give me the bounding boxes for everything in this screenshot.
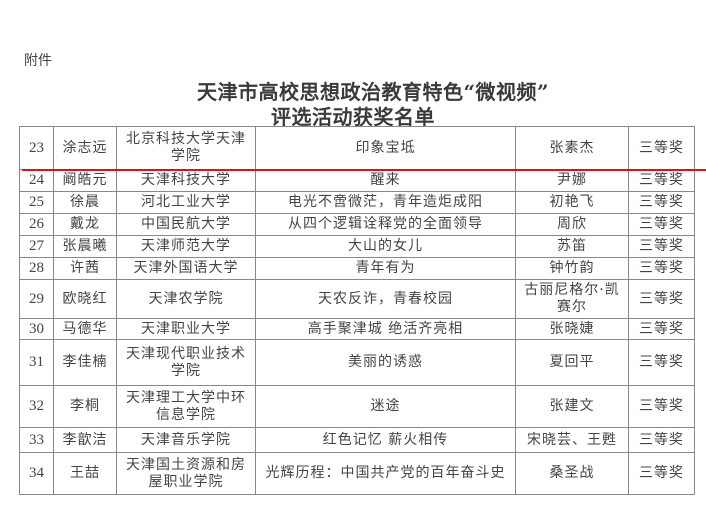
cell-school: 天津音乐学院: [116, 427, 256, 453]
cell-school: 天津外国语大学: [116, 257, 256, 280]
cell-advisor: 周欣: [515, 213, 629, 236]
table-row: 34 王喆 天津国土资源和房屋职业学院 光辉历程：中国共产党的百年奋斗史 桑圣战 三等奖: [19, 452, 695, 495]
cell-award: 三等奖: [628, 213, 695, 236]
cell-work: 醒来: [255, 169, 516, 192]
cell-no: 26: [19, 213, 54, 236]
cell-no: 29: [19, 279, 54, 319]
cell-advisor: 初艳飞: [515, 191, 629, 214]
cell-work: 迷途: [255, 385, 516, 428]
cell-author: 欧晓红: [53, 279, 117, 319]
cell-work: 大山的女儿: [255, 235, 516, 258]
cell-work: 光辉历程：中国共产党的百年奋斗史: [255, 452, 516, 495]
cell-advisor: 尹娜: [515, 169, 629, 192]
awards-table: 23 涂志远 北京科技大学天津学院 印象宝坻 张素杰 三等奖 24 阚皓元 天津科技大学 醒来 尹娜…: [19, 126, 695, 495]
cell-school: 天津师范大学: [116, 235, 256, 258]
cell-author: 许茜: [53, 257, 117, 280]
cell-work: 电光不啻微茫，青年造炬成阳: [255, 191, 516, 214]
cell-school: 天津农学院: [116, 279, 256, 319]
cell-no: 32: [19, 385, 54, 428]
cell-award: 三等奖: [628, 257, 695, 280]
cell-work: 从四个逻辑诠释党的全面领导: [255, 213, 516, 236]
cell-advisor: 张建文: [515, 385, 629, 428]
cell-advisor: 张素杰: [515, 126, 629, 170]
cell-award: 三等奖: [628, 169, 695, 192]
cell-author: 戴龙: [53, 213, 117, 236]
cell-work: 美丽的诱惑: [255, 339, 516, 386]
cell-award: 三等奖: [628, 385, 695, 428]
cell-advisor: 夏回平: [515, 339, 629, 386]
cell-no: 28: [19, 257, 54, 280]
cell-author: 李桐: [53, 385, 117, 428]
cell-work: 红色记忆 薪火相传: [255, 427, 516, 453]
cell-advisor: 钟竹韵: [515, 257, 629, 280]
cell-no: 33: [19, 427, 54, 453]
cell-advisor: 古丽尼格尔·凯赛尔: [515, 279, 629, 319]
cell-author: 马德华: [53, 318, 117, 340]
attachment-label: 附件: [24, 53, 52, 69]
table-row: 24 阚皓元 天津科技大学 醒来 尹娜 三等奖: [19, 169, 695, 192]
red-annotation-line: [22, 169, 706, 171]
cell-award: 三等奖: [628, 339, 695, 386]
cell-award: 三等奖: [628, 452, 695, 495]
document-title-line2: 评选活动获奖名单: [271, 105, 435, 129]
cell-author: 张晨曦: [53, 235, 117, 258]
cell-no: 31: [19, 339, 54, 386]
table-row: 23 涂志远 北京科技大学天津学院 印象宝坻 张素杰 三等奖: [19, 126, 695, 170]
cell-no: 24: [19, 169, 54, 192]
cell-award: 三等奖: [628, 235, 695, 258]
cell-author: 李佳楠: [53, 339, 117, 386]
cell-no: 30: [19, 318, 54, 340]
cell-author: 阚皓元: [53, 169, 117, 192]
cell-work: 高手聚津城 绝活齐亮相: [255, 318, 516, 340]
cell-advisor: 苏笛: [515, 235, 629, 258]
cell-school: 天津科技大学: [116, 169, 256, 192]
cell-author: 涂志远: [53, 126, 117, 170]
table-row: 33 李歆洁 天津音乐学院 红色记忆 薪火相传 宋晓芸、王甦 三等奖: [19, 427, 695, 453]
cell-award: 三等奖: [628, 427, 695, 453]
table-row: 26 戴龙 中国民航大学 从四个逻辑诠释党的全面领导 周欣 三等奖: [19, 213, 695, 236]
cell-author: 李歆洁: [53, 427, 117, 453]
cell-award: 三等奖: [628, 318, 695, 340]
cell-work: 天农反诈，青春校园: [255, 279, 516, 319]
cell-school: 天津现代职业技术学院: [116, 339, 256, 386]
cell-school: 中国民航大学: [116, 213, 256, 236]
cell-no: 23: [19, 126, 54, 170]
table-row: 32 李桐 天津理工大学中环信息学院 迷途 张建文 三等奖: [19, 385, 695, 428]
cell-award: 三等奖: [628, 126, 695, 170]
cell-work: 印象宝坻: [255, 126, 516, 170]
cell-school: 河北工业大学: [116, 191, 256, 214]
table-row: 29 欧晓红 天津农学院 天农反诈，青春校园 古丽尼格尔·凯赛尔 三等奖: [19, 279, 695, 319]
cell-award: 三等奖: [628, 191, 695, 214]
cell-school: 天津国土资源和房屋职业学院: [116, 452, 256, 495]
table-row: 30 马德华 天津职业大学 高手聚津城 绝活齐亮相 张晓婕 三等奖: [19, 318, 695, 340]
cell-award: 三等奖: [628, 279, 695, 319]
cell-no: 25: [19, 191, 54, 214]
cell-school: 天津职业大学: [116, 318, 256, 340]
cell-author: 徐晨: [53, 191, 117, 214]
cell-no: 34: [19, 452, 54, 495]
cell-advisor: 宋晓芸、王甦: [515, 427, 629, 453]
cell-school: 天津理工大学中环信息学院: [116, 385, 256, 428]
table-row: 27 张晨曦 天津师范大学 大山的女儿 苏笛 三等奖: [19, 235, 695, 258]
table-row: 31 李佳楠 天津现代职业技术学院 美丽的诱惑 夏回平 三等奖: [19, 339, 695, 386]
cell-advisor: 张晓婕: [515, 318, 629, 340]
cell-work: 青年有为: [255, 257, 516, 280]
table-row: 25 徐晨 河北工业大学 电光不啻微茫，青年造炬成阳 初艳飞 三等奖: [19, 191, 695, 214]
cell-author: 王喆: [53, 452, 117, 495]
cell-school: 北京科技大学天津学院: [116, 126, 256, 170]
table-row: 28 许茜 天津外国语大学 青年有为 钟竹韵 三等奖: [19, 257, 695, 280]
document-title-line1: 天津市高校思想政治教育特色“微视频”: [196, 80, 549, 104]
cell-advisor: 桑圣战: [515, 452, 629, 495]
cell-no: 27: [19, 235, 54, 258]
